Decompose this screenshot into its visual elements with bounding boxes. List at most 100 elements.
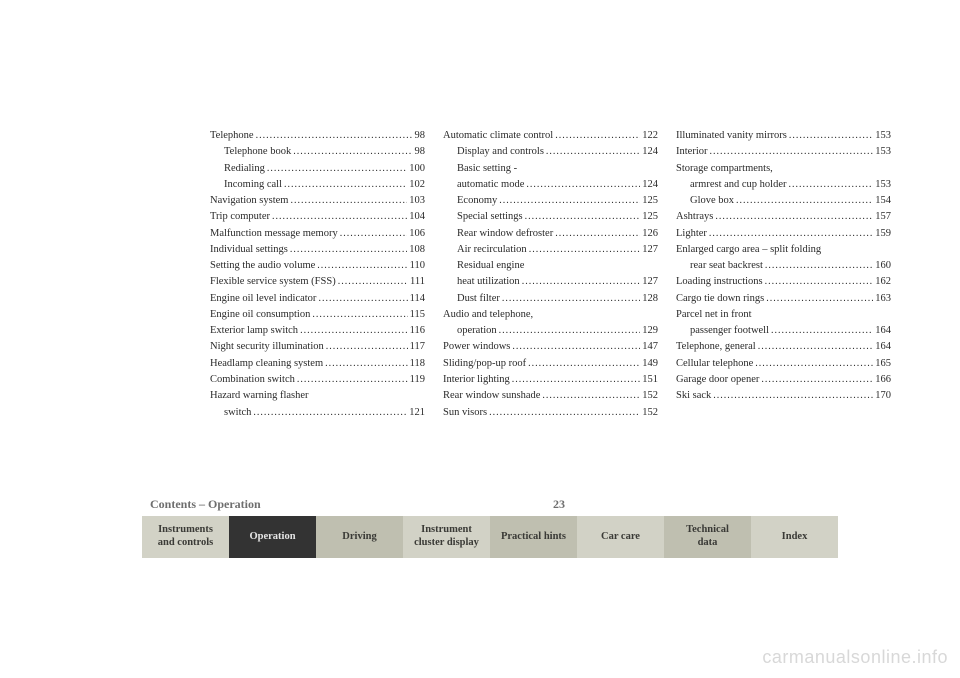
toc-leader-dots bbox=[290, 242, 407, 258]
toc-leader-dots bbox=[489, 405, 640, 421]
toc-leader-dots bbox=[758, 339, 874, 355]
toc-page: 111 bbox=[410, 274, 425, 290]
toc-entry: switch121 bbox=[210, 405, 425, 421]
toc-label: automatic mode bbox=[457, 177, 524, 193]
toc-label: Ashtrays bbox=[676, 209, 713, 225]
toc-label: heat utilization bbox=[457, 274, 520, 290]
toc-label: Display and controls bbox=[457, 144, 544, 160]
toc-page: 118 bbox=[410, 356, 425, 372]
toc-leader-dots bbox=[761, 372, 873, 388]
toc-leader-dots bbox=[267, 161, 407, 177]
toc-label: Hazard warning flasher bbox=[210, 388, 309, 404]
toc-leader-dots bbox=[522, 274, 641, 290]
toc-label: Special settings bbox=[457, 209, 523, 225]
toc-label: operation bbox=[457, 323, 497, 339]
tab-car-care[interactable]: Car care bbox=[577, 516, 664, 558]
toc-entry: Setting the audio volume110 bbox=[210, 258, 425, 274]
toc-leader-dots bbox=[546, 144, 640, 160]
toc-entry: passenger footwell164 bbox=[676, 323, 891, 339]
toc-page: 128 bbox=[642, 291, 658, 307]
toc-entry: Cargo tie down rings 163 bbox=[676, 291, 891, 307]
toc-page: 163 bbox=[875, 291, 891, 307]
toc-leader-dots bbox=[766, 291, 873, 307]
tab-practical-hints[interactable]: Practical hints bbox=[490, 516, 577, 558]
toc-entry: Special settings125 bbox=[443, 209, 658, 225]
tab-label: Practical hints bbox=[501, 531, 566, 544]
toc-page: 165 bbox=[875, 356, 891, 372]
toc-label: Redialing bbox=[224, 161, 265, 177]
toc-page: 164 bbox=[875, 339, 891, 355]
toc-entry: heat utilization127 bbox=[443, 274, 658, 290]
toc-leader-dots bbox=[300, 323, 408, 339]
toc-entry: Lighter159 bbox=[676, 226, 891, 242]
toc-entry: operation 129 bbox=[443, 323, 658, 339]
toc-page: 147 bbox=[642, 339, 658, 355]
toc-leader-dots bbox=[765, 258, 873, 274]
toc-page: 149 bbox=[642, 356, 658, 372]
toc-page: 103 bbox=[409, 193, 425, 209]
toc-label: Setting the audio volume bbox=[210, 258, 315, 274]
toc-entry: Rear window sunshade152 bbox=[443, 388, 658, 404]
toc-page: 129 bbox=[642, 323, 658, 339]
toc-page: 102 bbox=[409, 177, 425, 193]
toc-page: 98 bbox=[415, 144, 426, 160]
toc-label: Rear window sunshade bbox=[443, 388, 540, 404]
toc-label: Exterior lamp switch bbox=[210, 323, 298, 339]
toc-label: Individual settings bbox=[210, 242, 288, 258]
toc-leader-dots bbox=[789, 177, 874, 193]
toc-entry: Flexible service system (FSS) 111 bbox=[210, 274, 425, 290]
toc-leader-dots bbox=[529, 242, 641, 258]
toc-column-2: Automatic climate control122Display and … bbox=[443, 128, 658, 421]
toc-leader-dots bbox=[338, 274, 408, 290]
toc-leader-dots bbox=[284, 177, 407, 193]
toc-page: 164 bbox=[875, 323, 891, 339]
toc-entry: Telephone book98 bbox=[210, 144, 425, 160]
toc-label: Cargo tie down rings bbox=[676, 291, 764, 307]
toc-leader-dots bbox=[526, 177, 640, 193]
tab-driving[interactable]: Driving bbox=[316, 516, 403, 558]
toc-label: Trip computer bbox=[210, 209, 270, 225]
tab-label: Instrumentcluster display bbox=[414, 524, 479, 549]
toc-entry: Storage compartments, bbox=[676, 161, 891, 177]
toc-page: 153 bbox=[875, 128, 891, 144]
toc-page: 159 bbox=[875, 226, 891, 242]
toc-leader-dots bbox=[325, 356, 407, 372]
toc-entry: Air recirculation127 bbox=[443, 242, 658, 258]
toc-entry: Garage door opener166 bbox=[676, 372, 891, 388]
tab-operation[interactable]: Operation bbox=[229, 516, 316, 558]
tab-instrument-cluster-display[interactable]: Instrumentcluster display bbox=[403, 516, 490, 558]
toc-page: 104 bbox=[409, 209, 425, 225]
toc-entry: Individual settings108 bbox=[210, 242, 425, 258]
toc-entry: rear seat backrest160 bbox=[676, 258, 891, 274]
toc-leader-dots bbox=[736, 193, 873, 209]
toc-page: 153 bbox=[875, 144, 891, 160]
toc-label: Night security illumination bbox=[210, 339, 324, 355]
toc-entry: Sliding/pop-up roof 149 bbox=[443, 356, 658, 372]
toc-entry: Display and controls 124 bbox=[443, 144, 658, 160]
toc-label: Flexible service system (FSS) bbox=[210, 274, 336, 290]
toc-entry: Interior153 bbox=[676, 144, 891, 160]
tab-instruments-and-controls[interactable]: Instrumentsand controls bbox=[142, 516, 229, 558]
toc-label: Loading instructions bbox=[676, 274, 763, 290]
toc-label: Basic setting - bbox=[457, 161, 517, 177]
footer-caption: Contents – Operation 23 bbox=[150, 497, 830, 512]
toc-entry: Basic setting - bbox=[443, 161, 658, 177]
toc-label: Combination switch bbox=[210, 372, 295, 388]
tab-technical-data[interactable]: Technicaldata bbox=[664, 516, 751, 558]
toc-label: Headlamp cleaning system bbox=[210, 356, 323, 372]
toc-page: 153 bbox=[875, 177, 891, 193]
toc-leader-dots bbox=[512, 339, 640, 355]
toc-page: 160 bbox=[875, 258, 891, 274]
toc-entry: Interior lighting151 bbox=[443, 372, 658, 388]
toc-label: Parcel net in front bbox=[676, 307, 752, 323]
toc-entry: Illuminated vanity mirrors153 bbox=[676, 128, 891, 144]
toc-page: 122 bbox=[642, 128, 658, 144]
toc-label: Engine oil consumption bbox=[210, 307, 310, 323]
toc-entry: Redialing100 bbox=[210, 161, 425, 177]
tab-index[interactable]: Index bbox=[751, 516, 838, 558]
toc-leader-dots bbox=[256, 128, 413, 144]
toc-page: 126 bbox=[642, 226, 658, 242]
toc-label: Garage door opener bbox=[676, 372, 759, 388]
toc-label: Sliding/pop-up roof bbox=[443, 356, 526, 372]
toc-page: 124 bbox=[642, 144, 658, 160]
